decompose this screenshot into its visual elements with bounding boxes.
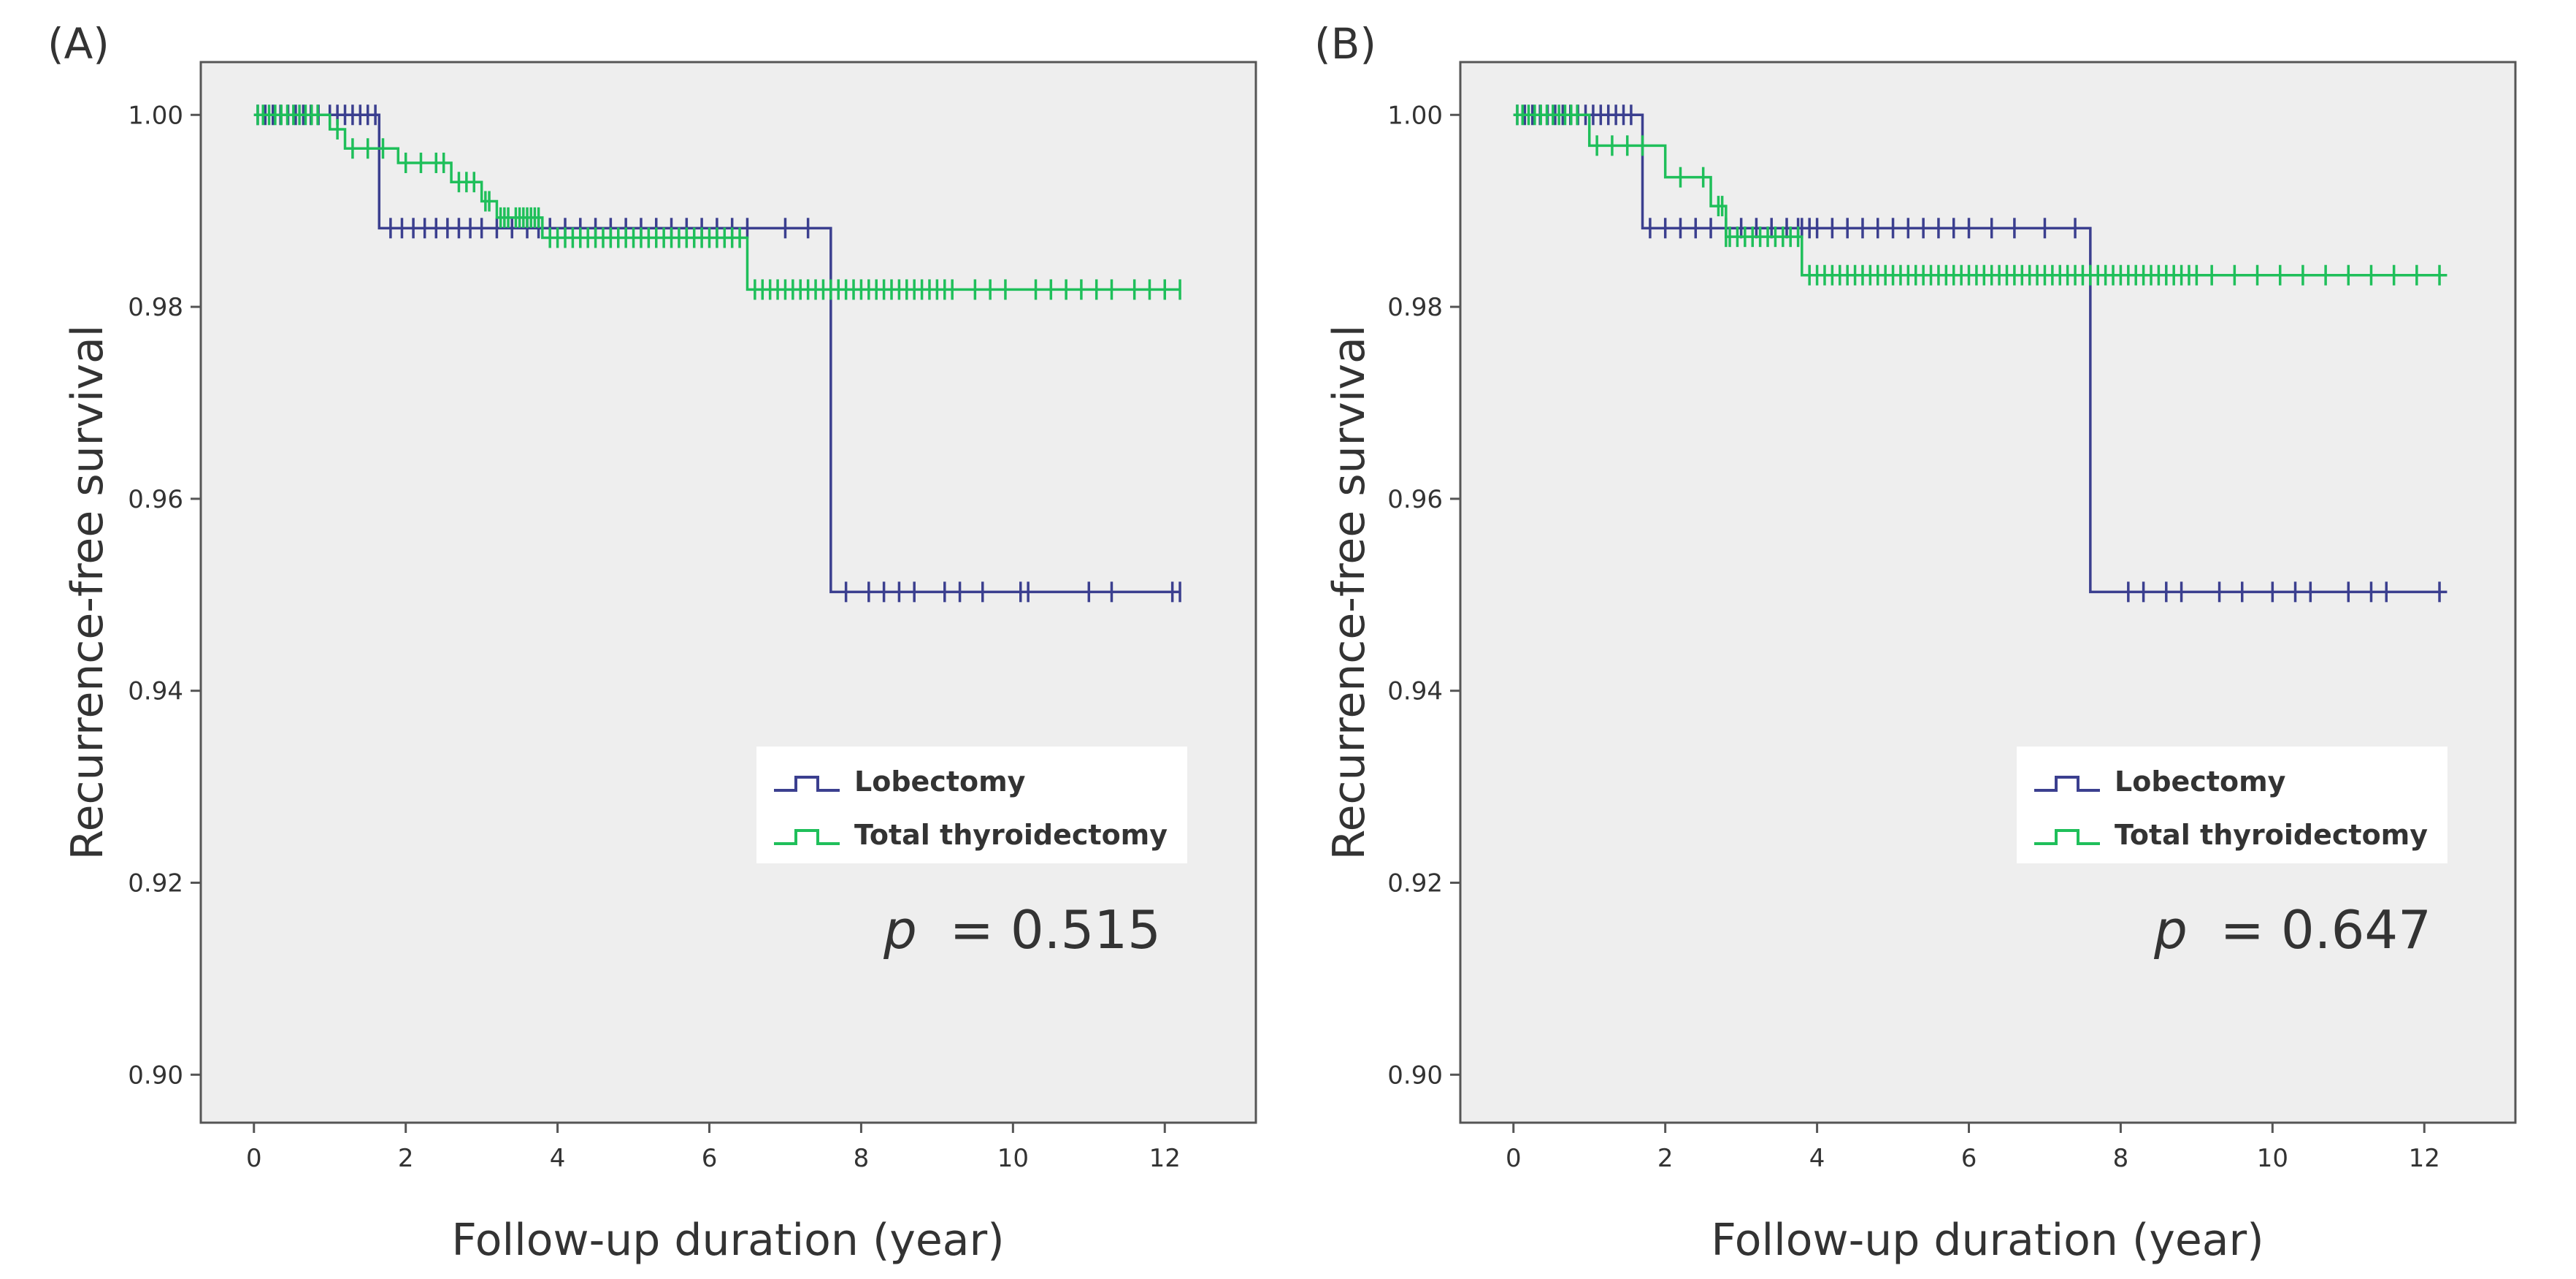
panel-a: (A) 0.90 0.92 0.94 0.96 0.98 1.00 0 2 4 6 8 10 12 R… bbox=[47, 19, 1257, 1266]
panel-a-y-tick-label: 0.94 bbox=[128, 677, 183, 706]
panel-a-legend-label-lobectomy: Lobectomy bbox=[854, 766, 1026, 798]
panel-b-x-tick-label: 0 bbox=[1506, 1144, 1522, 1173]
panel-a-x-tick-label: 6 bbox=[702, 1144, 718, 1173]
panel-a-y-axis-title: Recurrence-free survival bbox=[62, 325, 113, 860]
panel-a-x-axis: 0 2 4 6 8 10 12 bbox=[246, 1123, 1181, 1173]
panel-b-label: (B) bbox=[1314, 19, 1376, 69]
panel-a-p-text: = 0.515 bbox=[950, 899, 1161, 961]
panel-b-y-tick-label: 0.96 bbox=[1387, 485, 1443, 514]
panel-b-legend-label-lobectomy: Lobectomy bbox=[2115, 766, 2286, 798]
panel-b-x-tick-label: 4 bbox=[1809, 1144, 1825, 1173]
panel-b-y-axis: 0.90 0.92 0.94 0.96 0.98 1.00 bbox=[1387, 101, 1460, 1090]
panel-a-legend-label-total-thyroidectomy: Total thyroidectomy bbox=[854, 819, 1168, 851]
panel-b: (B) 0.90 0.92 0.94 0.96 0.98 1.00 0 2 4 6 8 10 12 R… bbox=[1314, 19, 2517, 1266]
panel-b-x-axis: 0 2 4 6 8 10 12 bbox=[1506, 1123, 2440, 1173]
panel-b-y-axis-title: Recurrence-free survival bbox=[1324, 325, 1375, 860]
panel-a-p-symbol: p bbox=[883, 899, 917, 961]
panel-b-legend: Lobectomy Total thyroidectomy bbox=[2017, 747, 2447, 863]
panel-b-x-tick-label: 6 bbox=[1961, 1144, 1977, 1173]
panel-b-y-tick-label: 0.92 bbox=[1387, 868, 1443, 898]
panel-a-x-tick-label: 2 bbox=[398, 1144, 414, 1173]
panel-b-y-tick-label: 0.94 bbox=[1387, 677, 1443, 706]
panel-b-legend-swatch-lobectomy bbox=[2034, 776, 2100, 792]
panel-b-y-tick-label: 0.98 bbox=[1387, 293, 1443, 322]
panel-a-x-tick-label: 8 bbox=[854, 1144, 870, 1173]
panel-b-legend-label-total-thyroidectomy: Total thyroidectomy bbox=[2115, 819, 2428, 851]
panel-a-x-tick-label: 0 bbox=[246, 1144, 262, 1173]
panel-a-legend-swatch-total-thyroidectomy bbox=[774, 829, 840, 845]
panel-a-y-tick-label: 1.00 bbox=[128, 101, 183, 130]
panel-b-y-tick-label: 1.00 bbox=[1387, 101, 1443, 130]
panel-a-y-tick-label: 0.96 bbox=[128, 485, 183, 514]
panel-a-p-value: p = 0.515 bbox=[883, 899, 1161, 961]
panel-b-x-tick-label: 2 bbox=[1657, 1144, 1674, 1173]
panel-b-p-value: p = 0.647 bbox=[2153, 899, 2431, 961]
panel-b-x-tick-label: 8 bbox=[2113, 1144, 2129, 1173]
panel-a-label: (A) bbox=[47, 19, 110, 69]
panel-b-x-tick-label: 12 bbox=[2409, 1144, 2440, 1173]
panel-a-x-tick-label: 4 bbox=[550, 1144, 566, 1173]
panel-a-y-tick-label: 0.92 bbox=[128, 868, 183, 898]
panel-b-survival-curve-lobectomy bbox=[1513, 113, 2447, 594]
panel-b-x-tick-label: 10 bbox=[2257, 1144, 2288, 1173]
panel-a-y-tick-label: 0.98 bbox=[128, 293, 183, 322]
panel-a-legend-swatch-lobectomy bbox=[774, 776, 840, 792]
panel-a-y-tick-label: 0.90 bbox=[128, 1061, 183, 1090]
panel-b-p-text: = 0.647 bbox=[2220, 899, 2431, 961]
panel-a-legend: Lobectomy Total thyroidectomy bbox=[756, 747, 1187, 863]
panel-a-survival-curve-lobectomy bbox=[253, 113, 1181, 594]
panel-a-x-tick-label: 10 bbox=[997, 1144, 1029, 1173]
panel-a-y-axis: 0.90 0.92 0.94 0.96 0.98 1.00 bbox=[128, 101, 201, 1090]
panel-a-x-axis-title: Follow-up duration (year) bbox=[451, 1215, 1004, 1266]
panel-b-p-symbol: p bbox=[2153, 899, 2188, 961]
panel-b-series-layer bbox=[1513, 104, 2447, 603]
panel-b-survival-curve-total-thyroidectomy bbox=[1513, 113, 2447, 277]
panel-b-x-axis-title: Follow-up duration (year) bbox=[1711, 1215, 2263, 1266]
panel-a-x-tick-label: 12 bbox=[1149, 1144, 1181, 1173]
panel-b-legend-swatch-total-thyroidectomy bbox=[2034, 829, 2100, 845]
panel-b-y-tick-label: 0.90 bbox=[1387, 1061, 1443, 1090]
panel-a-series-layer bbox=[253, 104, 1181, 603]
